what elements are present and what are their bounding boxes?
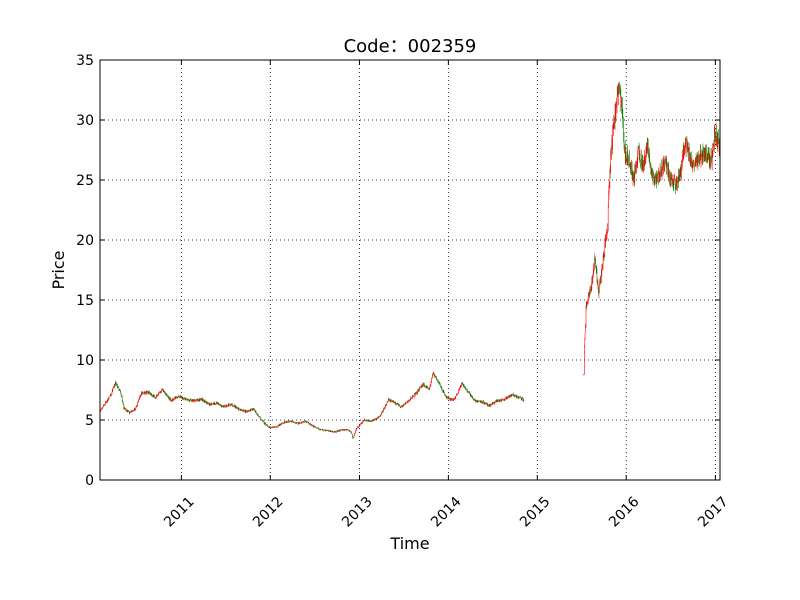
y-tick-label: 0 [85, 473, 94, 489]
y-tick-label: 25 [76, 173, 94, 189]
y-tick-label: 5 [85, 413, 94, 429]
y-axis-label: Price [49, 250, 68, 289]
y-tick-label: 15 [76, 293, 94, 309]
x-axis-label: Time [389, 534, 429, 553]
y-tick-label: 30 [76, 113, 94, 129]
x-tick-label: 2017 [695, 494, 732, 531]
x-tick-label: 2014 [428, 494, 465, 531]
x-tick-label: 2015 [517, 494, 554, 531]
ticks-layer: 0 5 10 15 20 25 30 35 2011 2012 2013 2014 2015 2016 20… [76, 53, 731, 530]
y-tick-label: 35 [76, 53, 94, 69]
y-tick-label: 20 [76, 233, 94, 249]
plot-frame [99, 59, 721, 481]
y-tick-label: 10 [76, 353, 94, 369]
x-tick-label: 2016 [606, 494, 643, 531]
x-tick-label: 2011 [161, 494, 198, 531]
grid-layer [100, 60, 720, 480]
candles-layer [99, 81, 721, 440]
x-tick-label: 2012 [250, 494, 287, 531]
x-tick-label: 2013 [339, 494, 376, 531]
chart-title: Code：002359 [344, 36, 477, 57]
